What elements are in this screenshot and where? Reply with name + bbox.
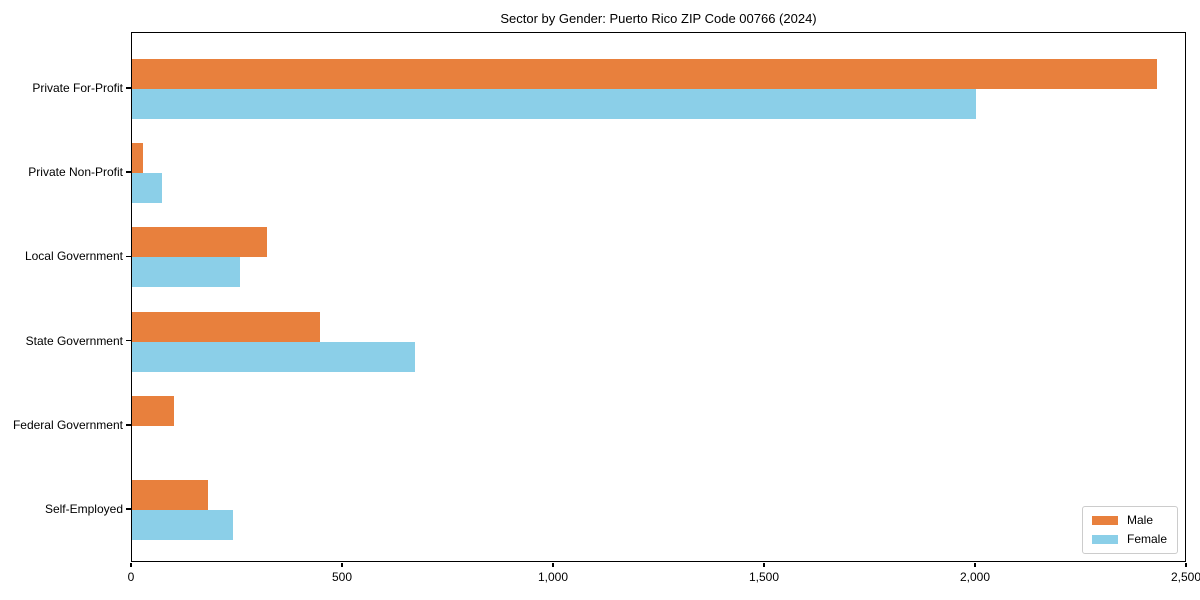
y-tick-label-private-non-profit: Private Non-Profit <box>28 165 123 180</box>
x-tick-label-0: 0 <box>127 570 135 584</box>
plot-area: Male Female <box>131 32 1186 562</box>
legend-label-male: Male <box>1126 513 1153 527</box>
bar-female-local-government <box>132 257 240 288</box>
x-tick-label-2500: 2,500 <box>1170 570 1200 584</box>
x-tick-mark <box>130 563 132 567</box>
bar-male-federal-government <box>132 395 175 426</box>
bar-male-state-government <box>132 311 320 342</box>
female-swatch <box>1091 535 1118 544</box>
x-tick-mark <box>1185 563 1187 567</box>
chart-title: Sector by Gender: Puerto Rico ZIP Code 0… <box>500 11 817 26</box>
legend-row-male: Male <box>1091 513 1167 527</box>
bar-female-self-employed <box>132 510 234 540</box>
y-tick-mark <box>126 508 131 510</box>
bar-female-private-for-profit <box>132 89 976 120</box>
legend: Male Female <box>1081 506 1178 554</box>
y-tick-mark <box>126 339 131 342</box>
y-tick-label-local-government: Local Government <box>24 249 123 264</box>
bar-male-private-for-profit <box>132 59 1158 90</box>
y-tick-mark <box>126 171 131 173</box>
y-tick-mark <box>126 424 131 426</box>
bar-male-private-non-profit <box>132 143 143 174</box>
y-tick-label-state-government: State Government <box>25 333 123 348</box>
x-tick-mark <box>974 563 976 567</box>
bar-female-state-government <box>132 341 415 372</box>
x-tick-mark <box>341 563 343 567</box>
y-tick-mark <box>126 255 131 258</box>
bar-female-private-non-profit <box>132 173 162 204</box>
bar-male-local-government <box>132 227 268 258</box>
bar-male-self-employed <box>132 480 208 510</box>
x-tick-label-1500: 1,500 <box>748 570 780 584</box>
x-tick-label-1000: 1,000 <box>537 570 569 584</box>
legend-label-female: Female <box>1126 532 1167 546</box>
legend-row-female: Female <box>1091 532 1167 546</box>
y-tick-label-self-employed: Self-Employed <box>44 502 123 516</box>
y-tick-label-private-for-profit: Private For-Profit <box>32 81 123 96</box>
male-swatch <box>1091 516 1118 525</box>
x-tick-label-2000: 2,000 <box>959 570 991 584</box>
x-tick-mark <box>763 563 765 567</box>
x-tick-mark <box>552 563 554 567</box>
y-tick-label-federal-government: Federal Government <box>12 417 123 432</box>
x-tick-label-500: 500 <box>331 570 353 584</box>
y-tick-mark <box>126 87 131 89</box>
